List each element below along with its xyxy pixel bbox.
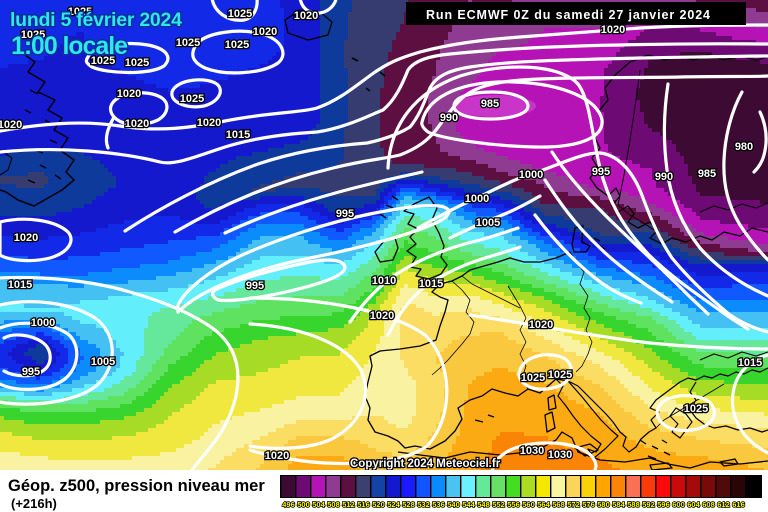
svg-text:1015: 1015: [419, 278, 443, 290]
svg-text:995: 995: [246, 280, 264, 292]
svg-text:572: 572: [567, 500, 580, 509]
svg-text:532: 532: [417, 500, 430, 509]
svg-text:1020: 1020: [125, 118, 149, 130]
svg-text:564: 564: [537, 500, 550, 509]
svg-text:985: 985: [481, 98, 499, 110]
svg-text:548: 548: [477, 500, 490, 509]
svg-text:1015: 1015: [226, 129, 250, 141]
svg-text:528: 528: [402, 500, 415, 509]
svg-text:1005: 1005: [476, 217, 500, 229]
svg-text:1000: 1000: [519, 169, 543, 181]
svg-text:1020: 1020: [0, 119, 22, 131]
svg-text:580: 580: [597, 500, 610, 509]
svg-text:lundi 5 février 2024: lundi 5 février 2024: [10, 9, 182, 31]
svg-text:560: 560: [522, 500, 535, 509]
svg-text:604: 604: [687, 500, 700, 509]
svg-text:1015: 1015: [738, 357, 762, 369]
svg-text:990: 990: [655, 171, 673, 183]
svg-text:1025: 1025: [21, 29, 45, 41]
svg-text:616: 616: [732, 500, 745, 509]
svg-text:596: 596: [657, 500, 670, 509]
svg-text:1020: 1020: [117, 88, 141, 100]
svg-text:(+216h): (+216h): [11, 496, 57, 511]
svg-text:552: 552: [492, 500, 505, 509]
svg-text:980: 980: [735, 141, 753, 153]
svg-text:Géop. z500, pression niveau me: Géop. z500, pression niveau mer: [8, 477, 265, 495]
svg-text:520: 520: [372, 500, 385, 509]
svg-text:556: 556: [507, 500, 520, 509]
svg-text:1025: 1025: [225, 39, 249, 51]
svg-text:500: 500: [297, 500, 310, 509]
svg-text:508: 508: [327, 500, 340, 509]
svg-text:1025: 1025: [91, 55, 115, 67]
svg-text:544: 544: [462, 500, 475, 509]
svg-text:504: 504: [312, 500, 325, 509]
svg-text:1025: 1025: [176, 37, 200, 49]
svg-text:1020: 1020: [529, 319, 553, 331]
svg-text:1020: 1020: [14, 232, 38, 244]
svg-text:512: 512: [342, 500, 355, 509]
svg-text:1020: 1020: [370, 310, 394, 322]
svg-text:995: 995: [336, 208, 354, 220]
svg-text:1005: 1005: [91, 356, 115, 368]
svg-text:995: 995: [22, 366, 40, 378]
svg-text:1025: 1025: [521, 372, 545, 384]
svg-text:1010: 1010: [372, 275, 396, 287]
svg-text:1020: 1020: [265, 450, 289, 462]
svg-text:524: 524: [387, 500, 400, 509]
svg-text:600: 600: [672, 500, 685, 509]
svg-text:516: 516: [357, 500, 370, 509]
svg-text:576: 576: [582, 500, 595, 509]
svg-text:1020: 1020: [294, 10, 318, 22]
svg-text:592: 592: [642, 500, 655, 509]
svg-text:Run ECMWF 0Z du samedi 27 janv: Run ECMWF 0Z du samedi 27 janvier 2024: [426, 8, 710, 22]
svg-text:1030: 1030: [520, 445, 544, 457]
svg-text:1015: 1015: [8, 279, 32, 291]
svg-text:990: 990: [440, 112, 458, 124]
svg-text:1025: 1025: [228, 8, 252, 20]
svg-text:1025: 1025: [68, 6, 92, 18]
svg-text:588: 588: [627, 500, 640, 509]
svg-text:1000: 1000: [465, 193, 489, 205]
svg-text:Copyright 2024 Meteociel.fr: Copyright 2024 Meteociel.fr: [350, 458, 501, 470]
svg-text:995: 995: [592, 166, 610, 178]
svg-text:1030: 1030: [548, 449, 572, 461]
svg-text:1025: 1025: [548, 369, 572, 381]
svg-text:1000: 1000: [31, 317, 55, 329]
svg-text:1020: 1020: [601, 24, 625, 36]
svg-text:1:00 locale: 1:00 locale: [11, 32, 128, 60]
svg-text:985: 985: [698, 168, 716, 180]
svg-text:1020: 1020: [197, 117, 221, 129]
svg-text:1025: 1025: [125, 57, 149, 69]
svg-text:540: 540: [447, 500, 460, 509]
svg-text:612: 612: [717, 500, 730, 509]
svg-text:568: 568: [552, 500, 565, 509]
svg-text:1020: 1020: [253, 26, 277, 38]
svg-text:584: 584: [612, 500, 625, 509]
svg-text:536: 536: [432, 500, 445, 509]
svg-text:1025: 1025: [180, 93, 204, 105]
svg-text:1025: 1025: [684, 403, 708, 415]
svg-text:608: 608: [702, 500, 715, 509]
svg-text:496: 496: [282, 500, 295, 509]
